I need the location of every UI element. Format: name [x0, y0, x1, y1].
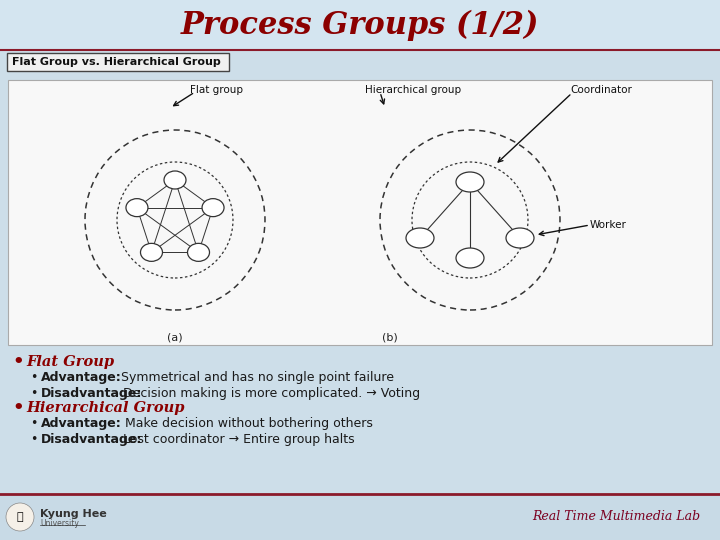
Ellipse shape — [456, 248, 484, 268]
Text: Make decision without bothering others: Make decision without bothering others — [105, 417, 373, 430]
Ellipse shape — [126, 199, 148, 217]
Text: Lost coordinator → Entire group halts: Lost coordinator → Entire group halts — [115, 433, 355, 446]
Text: Hierarchical group: Hierarchical group — [365, 85, 461, 95]
Text: Worker: Worker — [590, 220, 627, 230]
Bar — [8, 80, 712, 345]
Text: Decision making is more complicated. → Voting: Decision making is more complicated. → V… — [115, 387, 420, 400]
Text: Kyung Hee: Kyung Hee — [40, 509, 107, 519]
FancyBboxPatch shape — [7, 53, 229, 71]
Text: Process Groups (1/2): Process Groups (1/2) — [181, 9, 539, 40]
Bar — [0, 50, 720, 495]
Text: Flat group: Flat group — [190, 85, 243, 95]
Ellipse shape — [140, 244, 163, 261]
Text: •: • — [30, 433, 37, 446]
Text: (a): (a) — [167, 333, 183, 343]
Text: Disadvantage:: Disadvantage: — [41, 433, 143, 446]
Text: (b): (b) — [382, 333, 398, 343]
Text: Disadvantage:: Disadvantage: — [41, 387, 143, 400]
Bar — [0, 0, 720, 50]
Ellipse shape — [506, 228, 534, 248]
Ellipse shape — [456, 172, 484, 192]
Ellipse shape — [406, 228, 434, 248]
Text: 🏛: 🏛 — [17, 512, 23, 522]
Text: Real Time Multimedia Lab: Real Time Multimedia Lab — [532, 510, 700, 523]
Ellipse shape — [187, 244, 210, 261]
Circle shape — [6, 503, 34, 531]
Text: •: • — [30, 387, 37, 400]
Text: Flat Group vs. Hierarchical Group: Flat Group vs. Hierarchical Group — [12, 57, 221, 67]
Text: Advantage:: Advantage: — [41, 372, 122, 384]
Text: Flat Group: Flat Group — [26, 355, 114, 369]
Bar — [0, 495, 720, 540]
Text: •: • — [12, 399, 24, 417]
Text: University: University — [40, 518, 79, 528]
Text: Hierarchical Group: Hierarchical Group — [26, 401, 184, 415]
Text: •: • — [30, 372, 37, 384]
Text: •: • — [30, 417, 37, 430]
Text: Advantage:: Advantage: — [41, 417, 122, 430]
Text: Coordinator: Coordinator — [570, 85, 632, 95]
Ellipse shape — [202, 199, 224, 217]
Text: •: • — [12, 353, 24, 371]
Ellipse shape — [164, 171, 186, 189]
Text: Symmetrical and has no single point failure: Symmetrical and has no single point fail… — [105, 372, 394, 384]
